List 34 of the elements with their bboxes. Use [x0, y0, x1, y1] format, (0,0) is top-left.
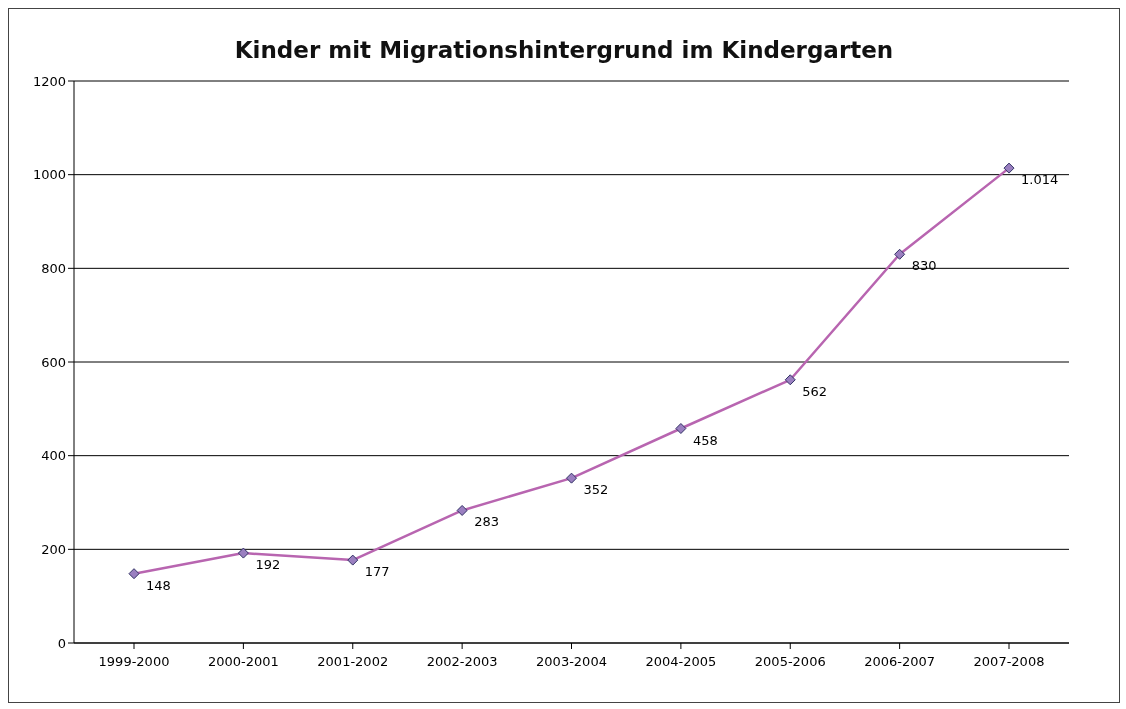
point: [1003, 162, 1015, 174]
y-tick-label: 800: [41, 260, 66, 276]
data-label: 562: [802, 383, 828, 399]
x-tick-label: 1999-2000: [98, 654, 170, 670]
point: [784, 374, 796, 386]
point: [894, 248, 906, 260]
y-tick-label: 0: [57, 635, 66, 651]
chart-title: Kinder mit Migrationshintergrund im Kindergarten: [233, 37, 895, 63]
point: [675, 423, 687, 434]
x-tick-label: 2000-2001: [207, 654, 279, 670]
data-label: 192: [255, 557, 281, 573]
x-tick-label: 2001-2002: [317, 654, 389, 670]
y-tick-label: 1000: [32, 167, 66, 183]
x-tick-label: 2003-2004: [536, 654, 607, 670]
y-tick-label: 200: [41, 541, 66, 557]
x-tick-label: 2006-2007: [864, 654, 936, 670]
y-tick-label: 600: [41, 354, 66, 370]
y-tick-label: 400: [41, 448, 66, 464]
point: [237, 547, 249, 559]
data-label: 177: [364, 564, 390, 580]
x-tick-label: 2005-2006: [754, 654, 826, 670]
x-tick-label: 2002-2003: [426, 654, 498, 670]
point: [347, 554, 359, 566]
x-tick-label: 2007-2008: [973, 654, 1045, 670]
data-label: 283: [474, 514, 499, 530]
point: [456, 504, 468, 516]
data-label: 148: [146, 577, 171, 593]
data-label: 458: [692, 432, 718, 448]
point: [566, 472, 577, 484]
point: [128, 568, 140, 580]
data-label: 352: [583, 482, 609, 498]
data-label: 1.014: [1021, 172, 1059, 188]
x-tick-label: 2004-2005: [645, 654, 717, 670]
y-tick-label: 1200: [32, 73, 66, 89]
